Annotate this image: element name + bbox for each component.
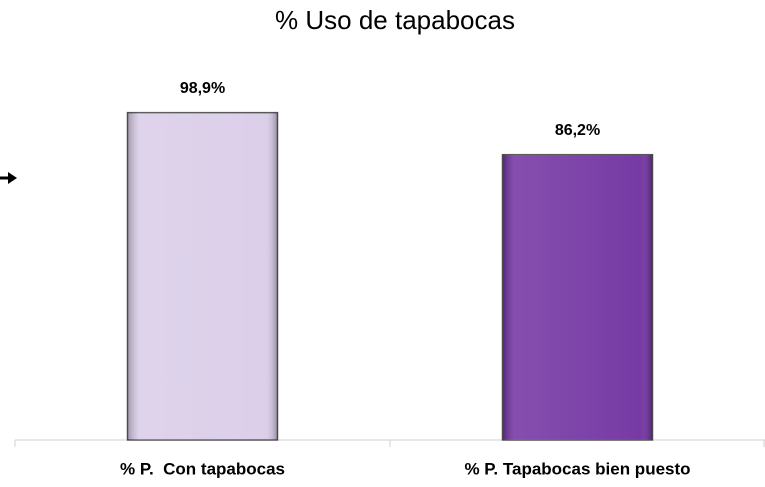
arrow [0, 172, 17, 184]
value-label: 86,2% [555, 122, 600, 139]
value-label: 98,9% [180, 80, 225, 97]
chart-title: % Uso de tapabocas [275, 5, 515, 35]
bar-bevel [127, 112, 278, 441]
x-tick-label: % P. Con tapabocas [120, 459, 285, 478]
x-tick-label: % P. Tapabocas bien puesto [464, 459, 690, 478]
bar-bevel [502, 154, 653, 441]
